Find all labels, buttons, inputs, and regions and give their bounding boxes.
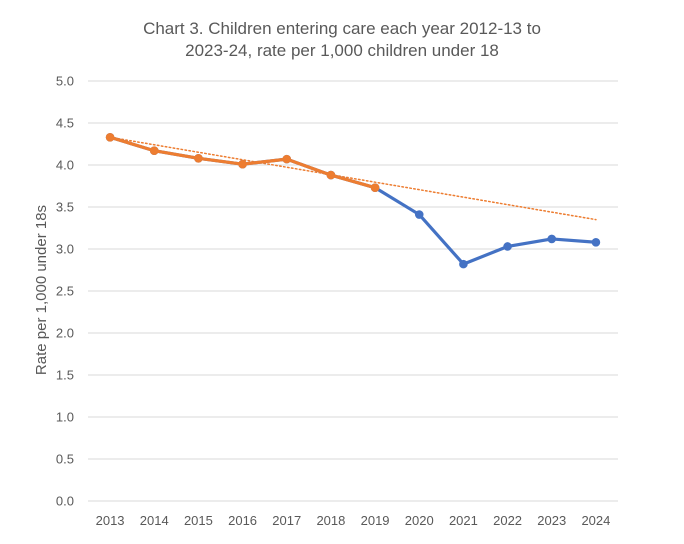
- x-axis-tick-labels: 2013 2014 2015 2016 2017 2018 2019 2020 2021 2022…: [96, 513, 611, 528]
- x-tick-label: 2021: [449, 513, 478, 528]
- trendline: [109, 136, 597, 221]
- x-tick-label: 2018: [316, 513, 345, 528]
- y-tick-label: 3.5: [56, 200, 74, 215]
- y-tick-label: 1.0: [56, 410, 74, 425]
- y-tick-label: 0.5: [56, 452, 74, 467]
- y-tick-label: 3.0: [56, 242, 74, 257]
- x-tick-label: 2019: [361, 513, 390, 528]
- chart-title-line-1: Chart 3. Children entering care each yea…: [143, 19, 541, 38]
- y-tick-label: 2.5: [56, 284, 74, 299]
- y-tick-label: 0.0: [56, 494, 74, 509]
- x-tick-label: 2014: [140, 513, 169, 528]
- series-layer: [105, 132, 601, 269]
- data-point: [282, 154, 292, 164]
- data-point: [370, 183, 380, 192]
- y-tick-label: 2.0: [56, 326, 74, 341]
- y-tick-label: 4.5: [56, 116, 74, 131]
- data-point: [547, 234, 557, 244]
- series-2: [105, 132, 380, 192]
- gridlines: [88, 80, 618, 502]
- data-point: [591, 237, 601, 247]
- data-point: [194, 153, 203, 163]
- data-point: [105, 132, 115, 142]
- x-tick-label: 2017: [272, 513, 301, 528]
- x-tick-label: 2022: [493, 513, 522, 528]
- data-point: [503, 242, 512, 251]
- data-point: [326, 170, 336, 180]
- x-tick-label: 2016: [228, 513, 257, 528]
- x-tick-label: 2023: [537, 513, 566, 528]
- y-tick-label: 5.0: [56, 74, 74, 89]
- data-point: [238, 159, 247, 169]
- data-point: [459, 259, 468, 269]
- x-tick-label: 2020: [405, 513, 434, 528]
- y-tick-label: 4.0: [56, 158, 74, 173]
- chart-title: Chart 3. Children entering care each yea…: [0, 18, 684, 62]
- x-tick-label: 2024: [581, 513, 610, 528]
- y-tick-label: 1.5: [56, 368, 74, 383]
- data-point: [149, 146, 159, 156]
- x-tick-label: 2015: [184, 513, 213, 528]
- y-axis-title: Rate per 1,000 under 18s: [33, 205, 50, 375]
- x-tick-label: 2013: [96, 513, 125, 528]
- y-axis-tick-labels: 0.0 0.5 1.0 1.5 2.0 2.5 3.0 3.5 4.0 4.5 5.0: [56, 74, 74, 509]
- data-point: [414, 210, 424, 219]
- trendline-line: [109, 136, 597, 221]
- chart-title-line-2: 2023-24, rate per 1,000 children under 1…: [185, 41, 499, 60]
